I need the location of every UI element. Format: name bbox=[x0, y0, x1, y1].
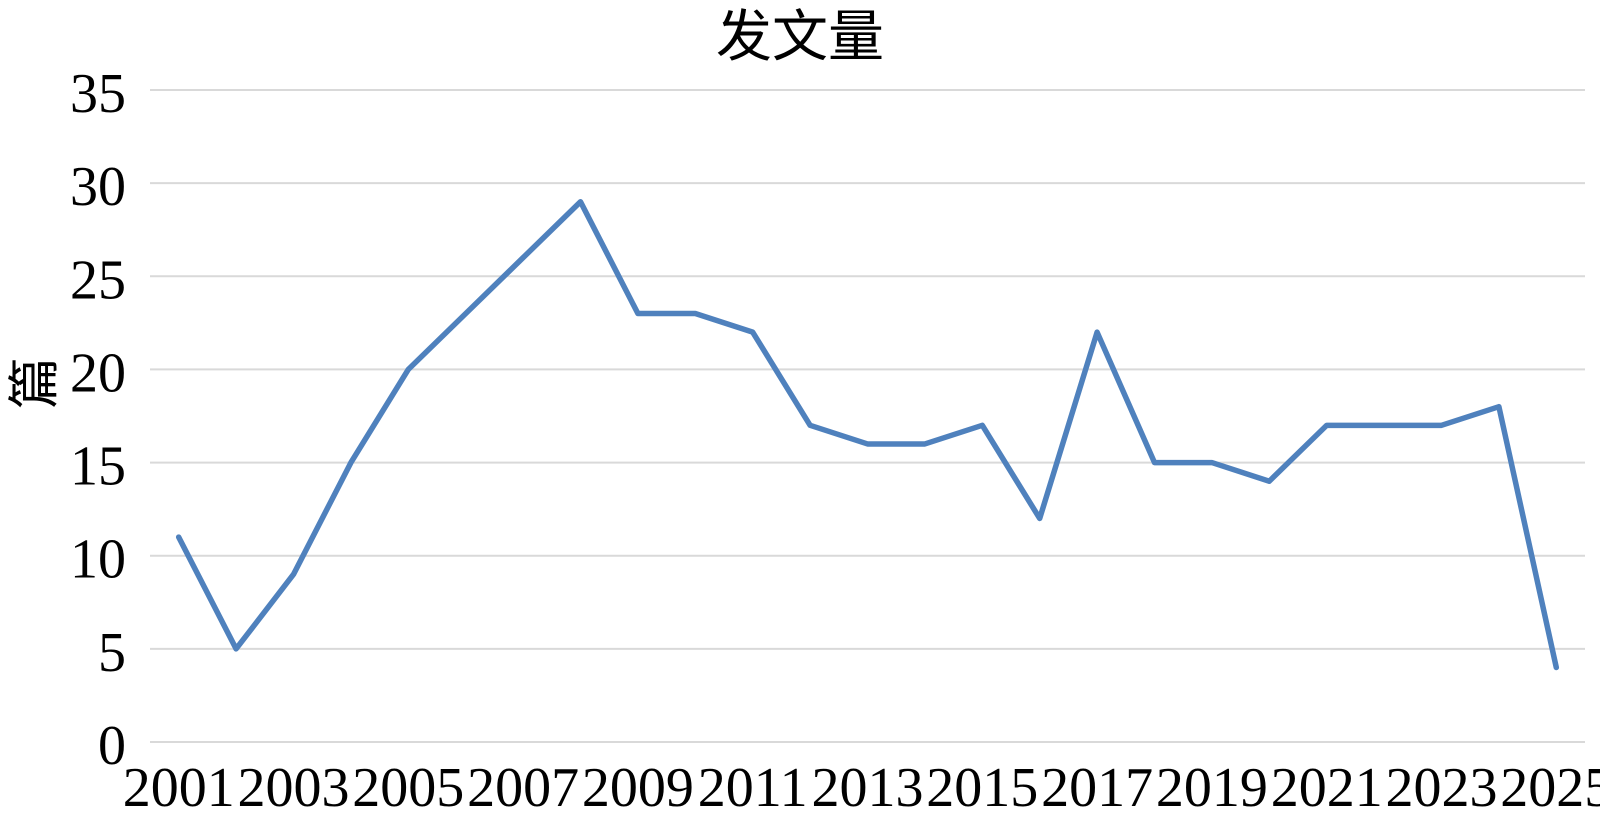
x-tick-label: 2003 bbox=[238, 757, 350, 819]
x-tick-label: 2007 bbox=[467, 757, 579, 819]
x-axis-tick-labels: 2001 2003 2005 2007 2009 2011 2013 2015 2017 2019… bbox=[123, 757, 1600, 819]
y-tick-label: 25 bbox=[70, 249, 126, 311]
x-tick-label: 2023 bbox=[1386, 757, 1498, 819]
x-tick-label: 2001 bbox=[123, 757, 235, 819]
y-tick-label: 10 bbox=[70, 529, 126, 591]
data-series-line bbox=[175, 199, 1560, 671]
x-tick-label: 2009 bbox=[582, 757, 694, 819]
x-tick-label: 2013 bbox=[812, 757, 924, 819]
y-axis-tick-labels: 0 5 10 15 20 25 30 35 bbox=[70, 63, 126, 777]
y-tick-label: 30 bbox=[70, 156, 126, 218]
y-tick-label: 15 bbox=[70, 436, 126, 498]
y-tick-label: 5 bbox=[98, 622, 126, 684]
x-tick-label: 2025 bbox=[1500, 757, 1600, 819]
x-tick-label: 2011 bbox=[698, 757, 808, 819]
y-tick-label: 35 bbox=[70, 63, 126, 125]
gridlines-group bbox=[150, 89, 1585, 743]
x-tick-label: 2021 bbox=[1271, 757, 1383, 819]
x-tick-label: 2019 bbox=[1156, 757, 1268, 819]
x-tick-label: 2015 bbox=[926, 757, 1038, 819]
y-tick-label: 0 bbox=[98, 715, 126, 777]
x-tick-label: 2005 bbox=[352, 757, 464, 819]
y-tick-label: 20 bbox=[70, 342, 126, 404]
x-tick-label: 2017 bbox=[1041, 757, 1153, 819]
chart-title: 发文量 bbox=[716, 7, 884, 69]
y-axis-title: 篇 bbox=[8, 357, 65, 409]
